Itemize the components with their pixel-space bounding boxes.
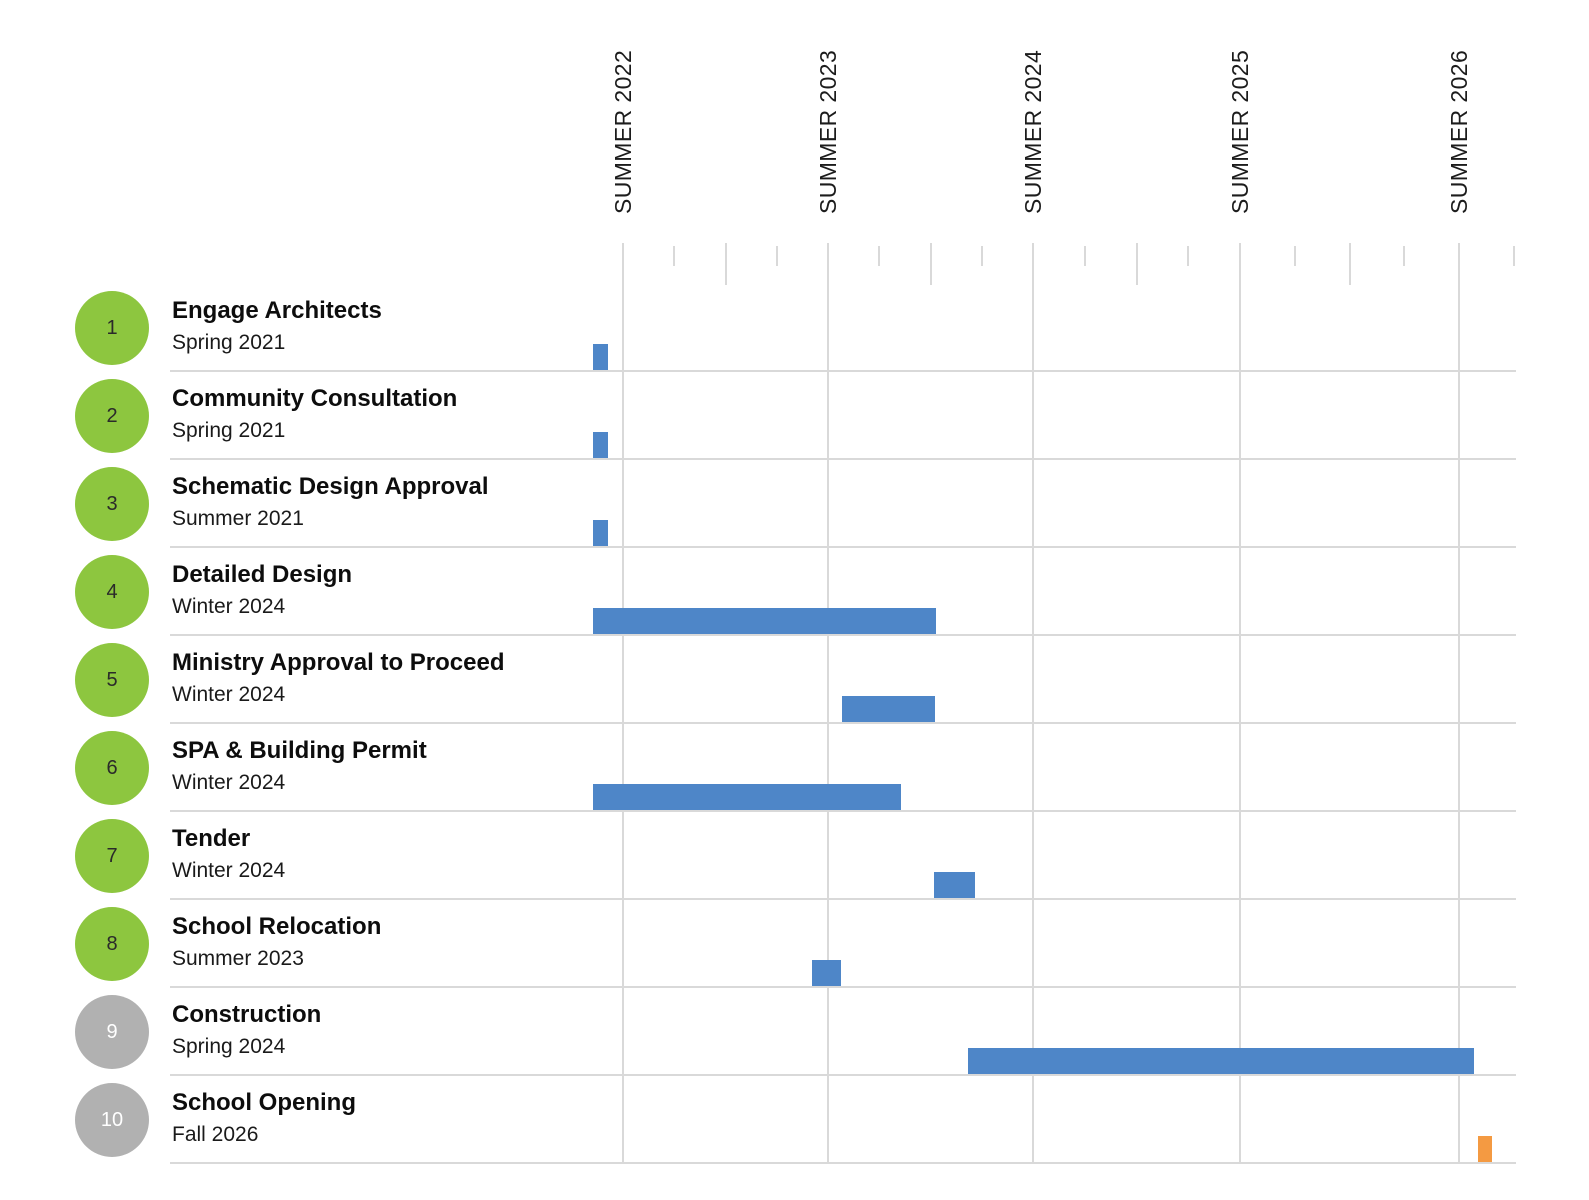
milestone-number-badge: 10 (75, 1083, 149, 1157)
task-bar (968, 1048, 1474, 1074)
quarter-tick (776, 246, 778, 266)
row-separator (170, 986, 1516, 988)
year-gridline (1239, 243, 1241, 1164)
milestone-number-badge: 9 (75, 995, 149, 1069)
timeline-axis-label: SUMMER 2022 (610, 49, 636, 214)
timeline-axis-label: SUMMER 2026 (1446, 49, 1472, 214)
year-gridline (1458, 243, 1460, 1164)
quarter-tick (878, 246, 880, 266)
quarter-tick (1403, 246, 1405, 266)
milestone-date: Fall 2026 (172, 1123, 259, 1146)
milestone-date: Summer 2021 (172, 507, 304, 530)
milestone-number-badge: 3 (75, 467, 149, 541)
timeline-axis-label: SUMMER 2024 (1020, 49, 1046, 214)
task-bar (593, 608, 936, 634)
milestone-number: 2 (106, 404, 118, 427)
milestone-number: 1 (106, 316, 118, 339)
task-bar (1478, 1136, 1492, 1162)
task-bar (812, 960, 841, 986)
milestone-title: School Relocation (172, 913, 382, 940)
milestone-number-badge: 2 (75, 379, 149, 453)
milestone-number: 4 (106, 580, 118, 603)
quarter-tick (1187, 246, 1189, 266)
milestone-number-badge: 6 (75, 731, 149, 805)
task-bar (593, 432, 608, 458)
row-separator (170, 810, 1516, 812)
milestone-title: Construction (172, 1001, 322, 1028)
half-year-tick (1349, 243, 1351, 285)
year-gridline (622, 243, 624, 1164)
milestone-number-badge: 8 (75, 907, 149, 981)
timeline-axis-label: SUMMER 2025 (1227, 49, 1253, 214)
task-bar (934, 872, 975, 898)
milestone-number-badge: 5 (75, 643, 149, 717)
row-separator (170, 1162, 1516, 1164)
row-separator (170, 546, 1516, 548)
milestone-number: 8 (106, 932, 118, 955)
milestone-title: School Opening (172, 1089, 356, 1116)
row-separator (170, 458, 1516, 460)
milestone-number: 6 (106, 756, 118, 779)
milestone-date: Spring 2021 (172, 419, 286, 442)
milestone-title: Schematic Design Approval (172, 473, 489, 500)
milestone-number-badge: 7 (75, 819, 149, 893)
milestone-title: Ministry Approval to Proceed (172, 649, 505, 676)
milestone-title: Community Consultation (172, 385, 458, 412)
task-bar (593, 520, 608, 546)
milestone-number: 9 (106, 1020, 118, 1043)
milestone-title: SPA & Building Permit (172, 737, 427, 764)
half-year-tick (930, 243, 932, 285)
row-separator (170, 722, 1516, 724)
half-year-tick (1136, 243, 1138, 285)
milestone-number: 5 (106, 668, 118, 691)
row-separator (170, 634, 1516, 636)
milestone-number-badge: 4 (75, 555, 149, 629)
milestone-date: Winter 2024 (172, 771, 286, 794)
milestone-title: Tender (172, 825, 251, 852)
milestone-title: Detailed Design (172, 561, 353, 588)
milestone-date: Spring 2021 (172, 331, 286, 354)
milestone-date: Summer 2023 (172, 947, 304, 970)
row-separator (170, 1074, 1516, 1076)
milestone-title: Engage Architects (172, 297, 382, 324)
milestone-number: 7 (106, 844, 118, 867)
milestone-date: Winter 2024 (172, 683, 286, 706)
milestone-number: 10 (100, 1108, 124, 1131)
year-gridline (1032, 243, 1034, 1164)
milestone-date: Winter 2024 (172, 595, 286, 618)
timeline-axis-label: SUMMER 2023 (815, 49, 841, 214)
milestone-number-badge: 1 (75, 291, 149, 365)
task-bar (593, 784, 901, 810)
task-bar (842, 696, 935, 722)
quarter-tick (1513, 246, 1515, 266)
quarter-tick (1294, 246, 1296, 266)
milestone-date: Winter 2024 (172, 859, 286, 882)
quarter-tick (673, 246, 675, 266)
year-gridline (827, 243, 829, 1164)
quarter-tick (981, 246, 983, 266)
milestone-date: Spring 2024 (172, 1035, 286, 1058)
task-bar (593, 344, 608, 370)
row-separator (170, 370, 1516, 372)
quarter-tick (1084, 246, 1086, 266)
half-year-tick (725, 243, 727, 285)
milestone-number: 3 (106, 492, 118, 515)
row-separator (170, 898, 1516, 900)
